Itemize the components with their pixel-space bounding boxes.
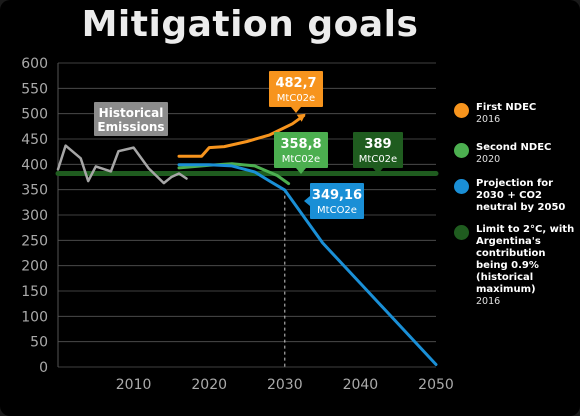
legend-swatch-projection <box>454 179 469 194</box>
legend-year-second-ndc: 2020 <box>476 154 501 165</box>
y-tick-label-350: 350 <box>21 183 48 199</box>
annotation-text-historical-0: Historical <box>99 106 164 120</box>
y-tick-label-450: 450 <box>21 132 48 148</box>
legend-label-second-ndc: Second NDEC <box>476 142 552 153</box>
annotation-unit-first-ndc: MtC02e <box>277 93 315 104</box>
series-arrowhead-first-ndc <box>296 113 306 122</box>
x-tick-label-2050: 2050 <box>418 377 454 393</box>
annotation-box-first-ndc <box>269 71 323 107</box>
annotation-pointer-second-ndc <box>296 168 306 174</box>
y-tick-label-400: 400 <box>21 157 48 173</box>
y-tick-label-500: 500 <box>21 107 48 123</box>
annotation-unit-second-ndc: MtC02e <box>282 154 320 165</box>
y-tick-label-100: 100 <box>21 309 48 325</box>
annotation-unit-projection: MtCO2e <box>317 205 357 216</box>
y-tick-label-50: 50 <box>30 335 48 351</box>
legend-year-limit: 2016 <box>476 296 501 307</box>
annotation-pointer-limit <box>373 168 383 174</box>
legend-label-first-ndc: First NDEC <box>476 102 537 113</box>
legend-label-projection: Projection for 2030 + CO2 neutral by 205… <box>476 178 566 213</box>
legend-swatch-first-ndc <box>454 103 469 118</box>
y-tick-label-250: 250 <box>21 233 48 249</box>
annotation-box-limit <box>353 132 403 168</box>
x-tick-label-2020: 2020 <box>191 377 227 393</box>
series-line-historical <box>56 144 188 185</box>
y-tick-label-600: 600 <box>21 56 48 72</box>
y-tick-label-300: 300 <box>21 208 48 224</box>
annotation-text-historical-1: Emissions <box>97 120 164 134</box>
chart-title: Mitigation goals <box>81 4 419 45</box>
series-line-projection <box>177 163 438 366</box>
y-tick-label-200: 200 <box>21 259 48 275</box>
annotation-pointer-projection <box>304 196 310 206</box>
annotation-value-projection: 349,16 <box>312 188 362 203</box>
annotation-value-first-ndc: 482,7 <box>275 76 316 91</box>
legend-label-limit: Limit to 2°C, with Argentina's contribut… <box>476 224 575 295</box>
annotation-box-second-ndc <box>274 132 328 168</box>
series-line-first-ndc <box>177 114 306 158</box>
annotation-box-historical <box>94 102 168 136</box>
annotation-unit-limit: MtC02e <box>359 154 397 165</box>
annotation-value-limit: 389 <box>364 137 391 152</box>
legend-swatch-limit <box>454 225 469 240</box>
annotation-value-second-ndc: 358,8 <box>280 137 321 152</box>
y-tick-label-550: 550 <box>21 81 48 97</box>
x-tick-label-2030: 2030 <box>267 377 303 393</box>
y-tick-label-150: 150 <box>21 284 48 300</box>
x-tick-label-2010: 2010 <box>116 377 152 393</box>
x-tick-label-2040: 2040 <box>343 377 379 393</box>
annotation-box-projection <box>310 183 364 219</box>
y-tick-label-0: 0 <box>39 360 48 376</box>
legend-swatch-second-ndc <box>454 143 469 158</box>
legend-year-first-ndc: 2016 <box>476 114 501 125</box>
annotation-pointer-first-ndc <box>291 107 301 113</box>
